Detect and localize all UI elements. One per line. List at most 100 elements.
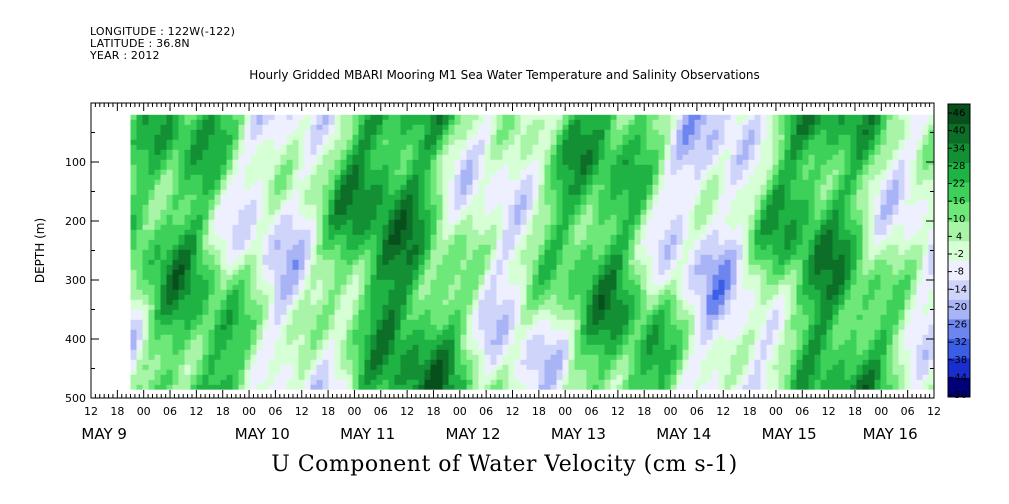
heatmap-cell — [208, 359, 216, 366]
heatmap-cell — [346, 144, 354, 151]
heatmap-cell — [442, 339, 450, 346]
heatmap-cell — [166, 369, 174, 376]
heatmap-cell — [232, 314, 240, 321]
heatmap-cell — [178, 374, 186, 381]
heatmap-cell — [502, 139, 510, 146]
heatmap-cell — [154, 119, 162, 126]
heatmap-cell — [388, 134, 396, 141]
heatmap-cell — [202, 194, 210, 201]
heatmap-cell — [550, 354, 558, 361]
heatmap-cell — [652, 274, 660, 281]
heatmap-cell — [418, 234, 426, 241]
heatmap-cell — [472, 324, 480, 331]
heatmap-cell — [628, 314, 636, 321]
heatmap-cell — [304, 229, 312, 236]
heatmap-cell — [616, 164, 624, 171]
heatmap-cell — [280, 269, 288, 276]
heatmap-cell — [148, 314, 156, 321]
heatmap-cell — [412, 189, 420, 196]
heatmap-cell — [604, 189, 612, 196]
heatmap-cell — [418, 114, 426, 121]
heatmap-cell — [430, 304, 438, 311]
heatmap-cell — [424, 229, 432, 236]
heatmap-cell — [166, 194, 174, 201]
heatmap-cell — [214, 124, 222, 131]
heatmap-cell — [514, 124, 522, 131]
heatmap-cell — [370, 184, 378, 191]
heatmap-cell — [310, 354, 318, 361]
heatmap-cell — [316, 299, 324, 306]
heatmap-cell — [310, 249, 318, 256]
heatmap-cell — [340, 359, 348, 366]
heatmap-cell — [640, 139, 648, 146]
heatmap-cell — [136, 339, 144, 346]
heatmap-cell — [208, 149, 216, 156]
heatmap-cell — [430, 249, 438, 256]
heatmap-cell — [520, 144, 528, 151]
heatmap-cell — [436, 269, 444, 276]
heatmap-cell — [382, 149, 390, 156]
heatmap-cell — [508, 239, 516, 246]
heatmap-cell — [262, 269, 270, 276]
heatmap-cell — [616, 169, 624, 176]
heatmap-cell — [466, 174, 474, 181]
heatmap-cell — [436, 204, 444, 211]
heatmap-cell — [214, 119, 222, 126]
heatmap-cell — [430, 294, 438, 301]
heatmap-cell — [130, 259, 138, 266]
heatmap-cell — [628, 224, 636, 231]
heatmap-cell — [412, 359, 420, 366]
heatmap-cell — [196, 259, 204, 266]
heatmap-cell — [352, 269, 360, 276]
heatmap-cell — [292, 284, 300, 291]
heatmap-cell — [508, 114, 516, 121]
heatmap-cell — [232, 159, 240, 166]
heatmap-cell — [376, 374, 384, 381]
heatmap-cell — [502, 259, 510, 266]
heatmap-cell — [430, 184, 438, 191]
heatmap-cell — [448, 284, 456, 291]
heatmap-cell — [364, 364, 372, 371]
heatmap-cell — [358, 354, 366, 361]
heatmap-cell — [202, 199, 210, 206]
heatmap-cell — [454, 369, 462, 376]
heatmap-cell — [334, 174, 342, 181]
heatmap-cell — [130, 219, 138, 226]
heatmap-cell — [148, 214, 156, 221]
heatmap-cell — [670, 139, 678, 146]
heatmap-cell — [262, 154, 270, 161]
heatmap-cell — [436, 289, 444, 296]
heatmap-cell — [520, 339, 528, 346]
heatmap-cell — [652, 204, 660, 211]
heatmap-cell — [478, 339, 486, 346]
heatmap-cell — [274, 189, 282, 196]
heatmap-cell — [436, 229, 444, 236]
heatmap-cell — [358, 374, 366, 381]
heatmap-cell — [598, 299, 606, 306]
heatmap-cell — [328, 384, 336, 390]
heatmap-cell — [520, 184, 528, 191]
heatmap-cell — [652, 279, 660, 286]
heatmap-cell — [244, 179, 252, 186]
heatmap-cell — [148, 219, 156, 226]
heatmap-cell — [388, 374, 396, 381]
heatmap-cell — [622, 264, 630, 271]
heatmap-cell — [550, 209, 558, 216]
heatmap-cell — [136, 124, 144, 131]
heatmap-cell — [598, 149, 606, 156]
heatmap-cell — [544, 264, 552, 271]
heatmap-cell — [154, 339, 162, 346]
heatmap-cell — [652, 349, 660, 356]
heatmap-cell — [244, 144, 252, 151]
heatmap-cell — [184, 209, 192, 216]
heatmap-cell — [574, 179, 582, 186]
heatmap-cell — [640, 299, 648, 306]
heatmap-cell — [574, 319, 582, 326]
heatmap-cell — [262, 199, 270, 206]
heatmap-cell — [466, 129, 474, 136]
heatmap-cell — [292, 174, 300, 181]
heatmap-cell — [142, 359, 150, 366]
heatmap-cell — [166, 164, 174, 171]
heatmap-cell — [568, 164, 576, 171]
heatmap-cell — [166, 169, 174, 176]
